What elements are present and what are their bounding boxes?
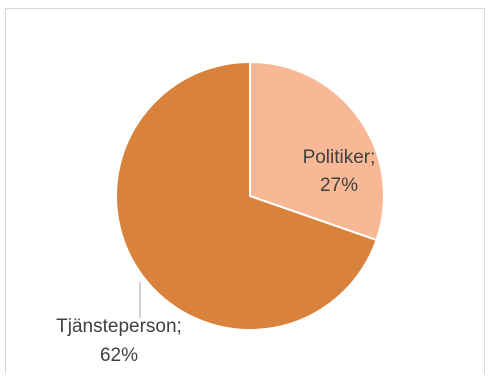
chart-frame [5, 8, 485, 374]
pie-slice-tj-nsteperson [115, 61, 378, 331]
tjansteperson-value-label: 62% [100, 345, 138, 366]
politiker-label: Politiker; [303, 147, 376, 168]
politiker-value-label: 27% [320, 175, 358, 196]
pie-slice-politiker [249, 61, 385, 242]
tjansteperson-label: Tjänsteperson; [56, 316, 182, 337]
